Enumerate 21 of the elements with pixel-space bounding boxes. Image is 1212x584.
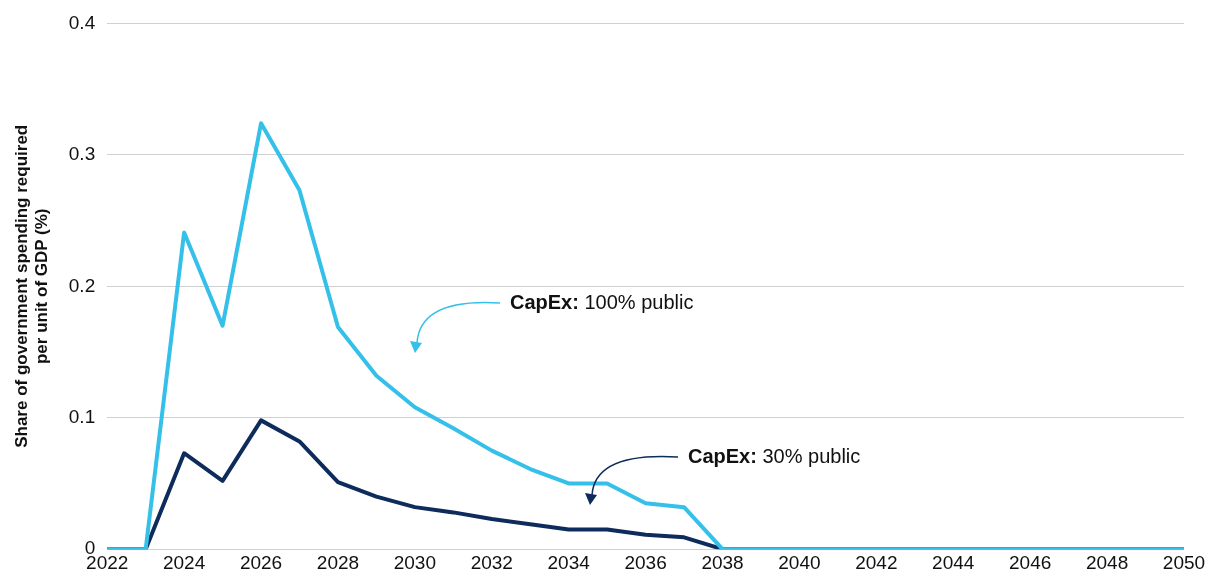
x-tick-label: 2028 bbox=[316, 551, 360, 573]
x-tick-label: 2024 bbox=[162, 551, 206, 573]
x-tick-label: 2042 bbox=[855, 551, 898, 573]
x-tick-label: 2046 bbox=[1009, 551, 1052, 573]
y-tick-label: 0.1 bbox=[68, 405, 96, 427]
annotation: CapEx: 30% public bbox=[688, 444, 861, 467]
x-tick-label: 2050 bbox=[1162, 551, 1206, 573]
y-tick-label: 0.3 bbox=[68, 143, 96, 165]
x-tick-label: 2048 bbox=[1085, 551, 1129, 573]
x-tick-label: 2044 bbox=[932, 551, 975, 573]
y-tick-label: 0.4 bbox=[68, 11, 96, 33]
y-tick-label: 0.2 bbox=[68, 274, 96, 296]
x-tick-label: 2032 bbox=[470, 551, 513, 573]
x-tick-label: 2040 bbox=[778, 551, 821, 573]
x-tick-label: 2034 bbox=[547, 551, 591, 573]
y-axis-title: Share of government spending required per unit of GDP (%) bbox=[11, 124, 52, 448]
x-tick-label: 2030 bbox=[393, 551, 437, 573]
x-tick-label: 2026 bbox=[239, 551, 283, 573]
x-tick-label: 2036 bbox=[624, 551, 667, 573]
annotation: CapEx: 100% public bbox=[510, 290, 694, 313]
x-tick-label: 2038 bbox=[701, 551, 744, 573]
